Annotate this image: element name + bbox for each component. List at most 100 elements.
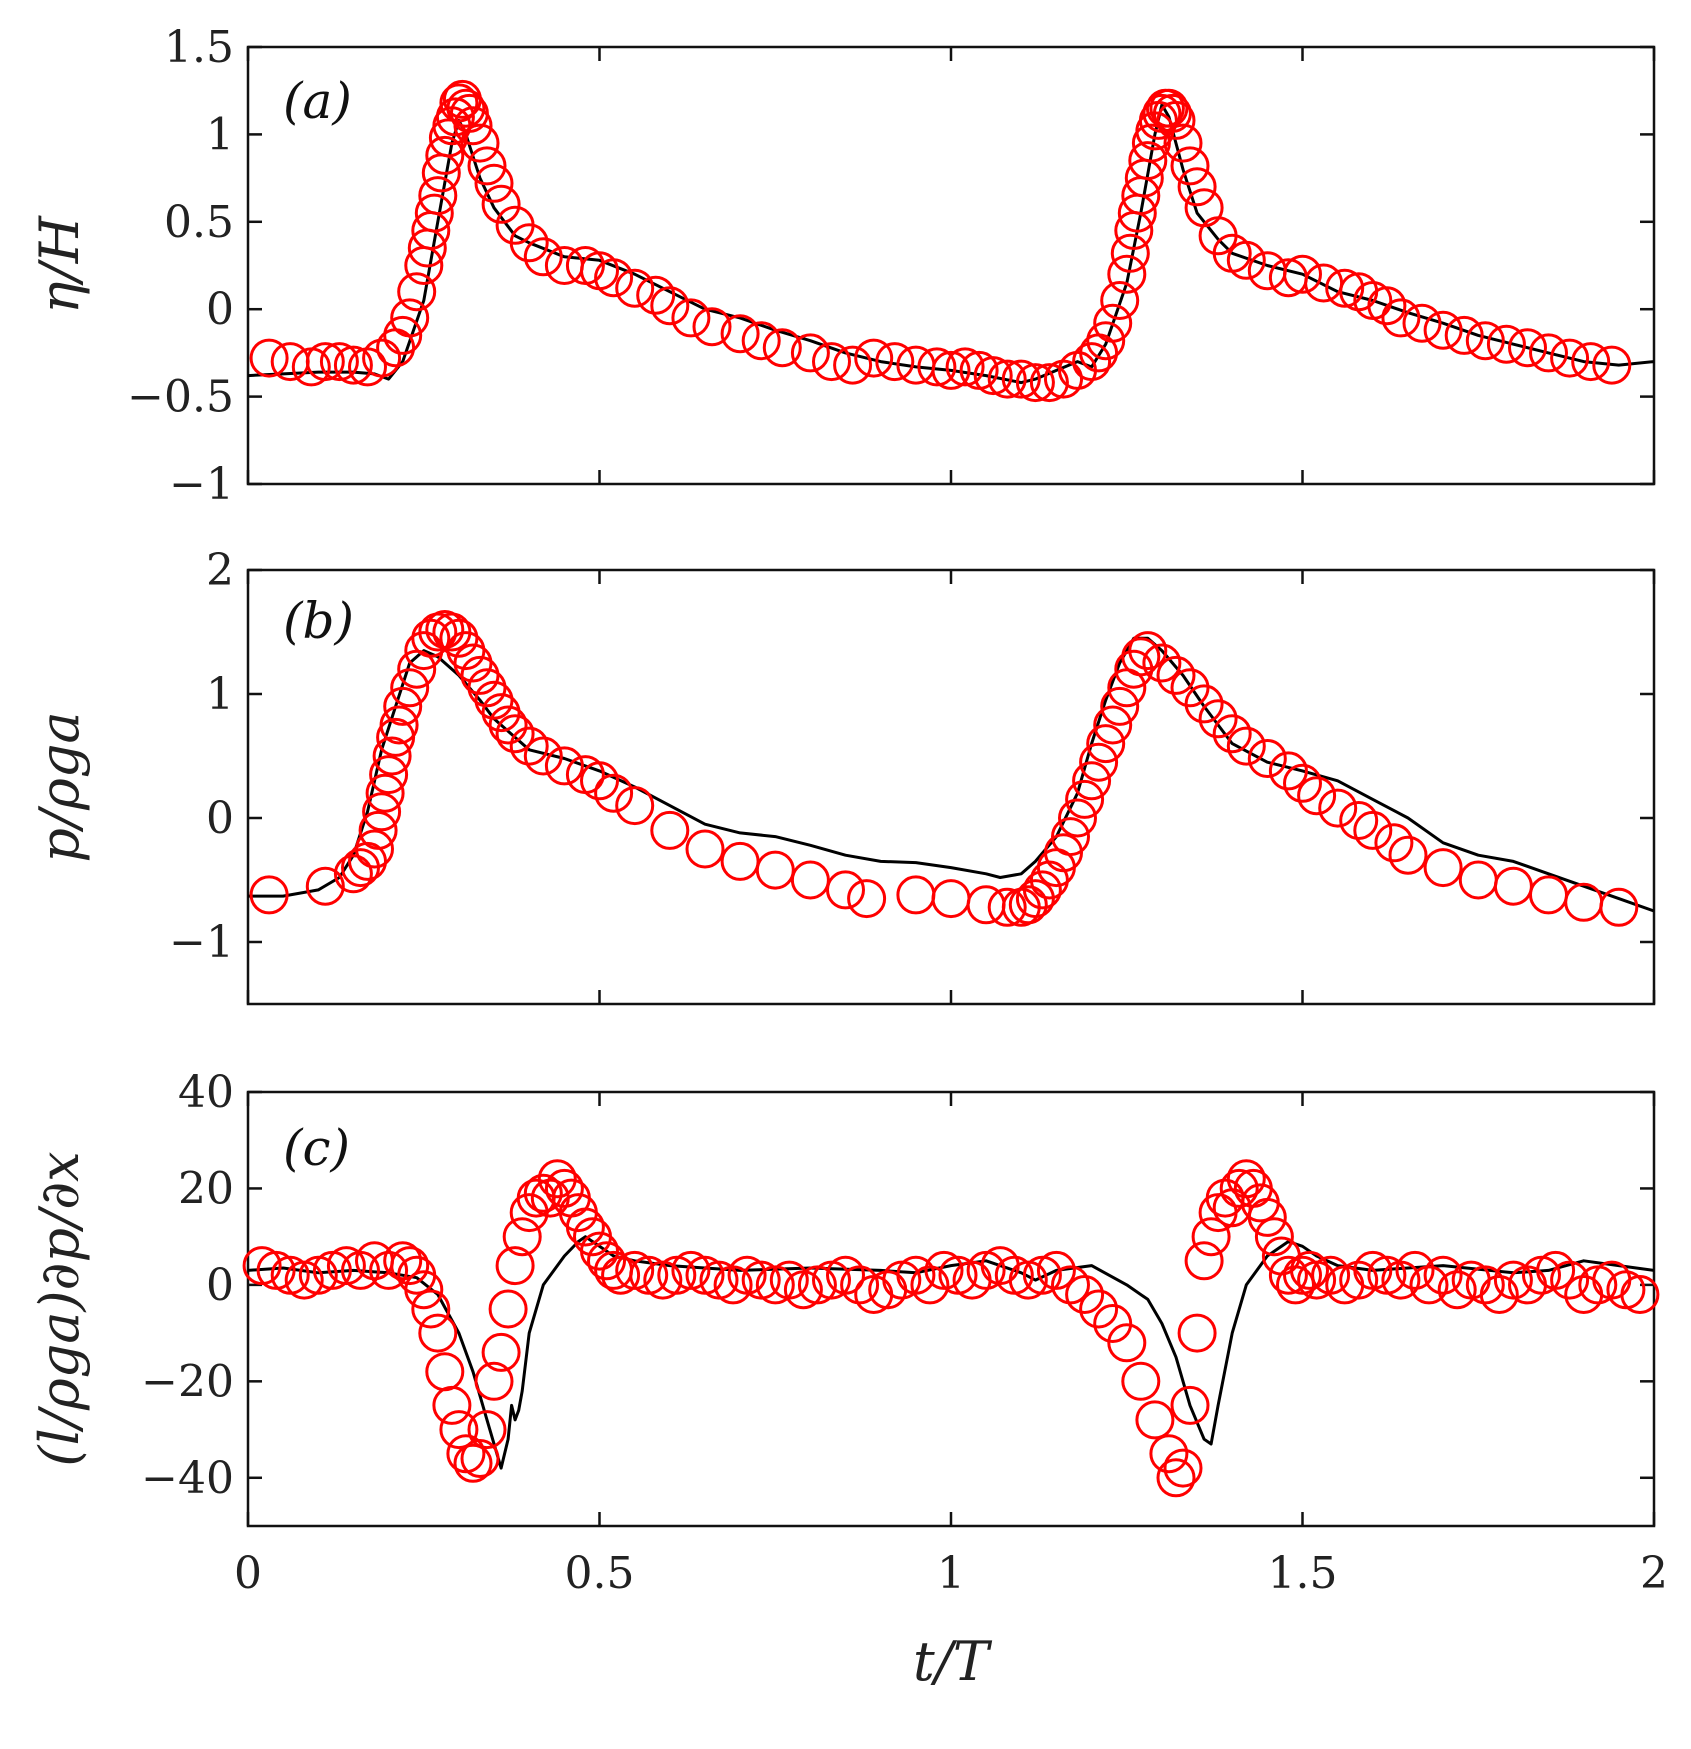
exp-marker-b: [355, 829, 394, 869]
exp-marker-a: [1001, 359, 1041, 399]
exp-marker-c: [910, 1265, 950, 1305]
exp-marker-a: [1423, 310, 1463, 350]
panel-c: −40 −20 0 20 40 0 0.5 1 1.5 2 (c) (l/ρga)∂p/∂x t…: [28, 1067, 1668, 1693]
exp-marker-b: [305, 866, 345, 906]
exp-marker-b: [896, 875, 936, 915]
exp-marker-c: [1311, 1255, 1351, 1295]
exp-marker-b: [615, 786, 655, 826]
exp-marker-a: [1029, 363, 1069, 403]
exp-marker-a: [418, 176, 458, 216]
exp-marker-a: [453, 106, 493, 146]
exp-marker-b: [509, 726, 549, 766]
exp-marker-a: [1367, 286, 1407, 326]
exp-marker-b: [369, 755, 409, 795]
exp-marker-b: [720, 841, 760, 881]
exp-marker-a: [414, 193, 454, 233]
exp-marker-c: [826, 1255, 865, 1295]
exp-marker-a: [1156, 100, 1196, 140]
ytick-label-c: 40: [178, 1067, 234, 1118]
exp-marker-c: [523, 1173, 563, 1213]
exp-marker-b: [1184, 684, 1224, 724]
exp-marker-c: [1268, 1255, 1308, 1295]
ytick-label-b: 1: [206, 669, 234, 720]
exp-marker-c: [565, 1207, 605, 1247]
exp-marker-b: [931, 879, 971, 919]
ytick-labels-c: −40 −20 0 20 40: [141, 1067, 234, 1504]
exp-marker-a: [615, 268, 655, 308]
exp-marker-a: [1110, 233, 1150, 273]
exp-marker-c: [1536, 1250, 1576, 1290]
exp-marker-c: [713, 1265, 753, 1305]
exp-marker-a: [1325, 268, 1365, 308]
exp-marker-a: [1550, 338, 1590, 378]
exp-marker-a: [1100, 281, 1140, 320]
exp-marker-a: [1128, 141, 1168, 181]
exp-marker-b: [987, 887, 1027, 927]
exp-marker-a: [854, 338, 894, 378]
exp-marker-c: [544, 1168, 584, 1208]
exp-marker-c: [537, 1159, 577, 1199]
exp-marker-b: [1142, 643, 1182, 683]
exp-marker-b: [1564, 882, 1604, 922]
exp-marker-a: [439, 83, 479, 123]
numerical-line-b: [248, 636, 1655, 913]
exp-marker-b: [1198, 699, 1238, 739]
exp-marker-b: [333, 854, 373, 894]
ytick-label-a: 0: [206, 284, 234, 335]
exp-marker-c: [1550, 1260, 1590, 1300]
exp-marker-a: [390, 298, 430, 338]
exp-marker-b: [826, 870, 865, 910]
ytick-label-c: 0: [206, 1260, 234, 1311]
ytick-labels-a: −1 −0.5 0 0.5 1 1.5: [127, 22, 234, 510]
exp-marker-c: [1219, 1168, 1259, 1208]
xtick-label: 0: [234, 1548, 262, 1599]
exp-marker-b: [249, 875, 289, 915]
exp-marker-a: [973, 356, 1013, 396]
exp-marker-a: [720, 314, 760, 354]
exp-marker-a: [509, 223, 549, 263]
panel-b: −1 0 1 2 (b) p/ρga: [28, 545, 1656, 1006]
exp-marker-a: [397, 272, 437, 312]
ytick-label-c: −40: [141, 1453, 234, 1504]
exp-marker-a: [319, 342, 359, 382]
exp-marker-a: [1402, 303, 1442, 343]
exp-marker-b: [594, 773, 634, 813]
exp-marker-a: [671, 298, 711, 338]
exp-marker-b: [755, 850, 795, 890]
exp-marker-b: [1128, 631, 1168, 671]
exp-marker-b: [1022, 870, 1062, 910]
numerical-line-c: [247, 1235, 1655, 1470]
exp-marker-c: [896, 1255, 936, 1295]
exp-marker-c: [1135, 1400, 1175, 1440]
exp-marker-a: [650, 286, 690, 326]
exp-marker-c: [1620, 1275, 1660, 1314]
exp-marker-a: [1444, 315, 1484, 355]
exp-marker-b: [495, 714, 535, 754]
ytick-label-b: 0: [206, 793, 234, 844]
exp-marker-c: [1409, 1265, 1449, 1305]
exp-marker-b: [1051, 817, 1090, 857]
exp-marker-b: [411, 618, 451, 658]
exp-marker-c: [1290, 1250, 1329, 1290]
exp-marker-a: [594, 258, 634, 298]
exp-marker-a: [1072, 342, 1112, 382]
panel-label-b: (b): [283, 592, 354, 650]
exp-marker-b: [1529, 875, 1568, 915]
exp-marker-b: [1493, 866, 1533, 906]
exp-marker-a: [383, 315, 423, 355]
exp-marker-a: [305, 342, 345, 382]
exp-marker-b: [1058, 798, 1097, 838]
exp-marker-c: [411, 1289, 451, 1329]
exp-marker-c: [1184, 1241, 1224, 1281]
exp-marker-c: [467, 1410, 507, 1450]
exp-marker-a: [1170, 146, 1210, 186]
exp-marker-a: [1465, 321, 1505, 361]
exp-marker-c: [1163, 1448, 1203, 1488]
exp-marker-a: [636, 275, 676, 315]
ylabel-a: η/H: [28, 215, 91, 314]
ytick-label-c: 20: [178, 1163, 234, 1214]
exp-marker-c: [488, 1289, 528, 1329]
exp-marker-c: [481, 1332, 521, 1372]
exp-marker-c: [502, 1217, 542, 1257]
